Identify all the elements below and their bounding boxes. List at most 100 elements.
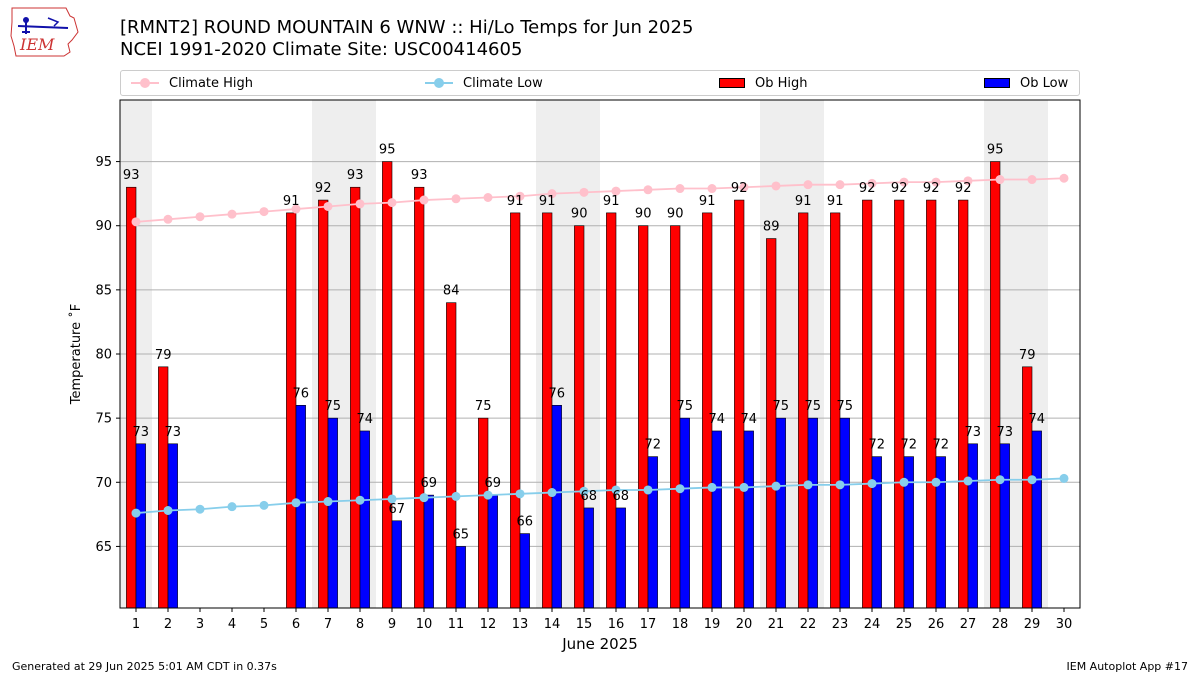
data-label-ob-high-7: 92 [315,181,332,196]
legend-item-climate-low: Climate Low [425,71,543,95]
point-climate-low-24 [867,479,877,489]
point-climate-low-27 [963,476,973,486]
bar-ob-high-27 [958,199,969,609]
bar-ob-high-8 [350,186,361,609]
legend-label-climate-high: Climate High [169,75,254,91]
x-tick-label-24: 24 [864,617,881,632]
point-climate-high-30 [1059,173,1069,183]
x-tick-label-9: 9 [388,617,396,632]
point-climate-low-17 [643,485,653,495]
x-tick-label-4: 4 [228,617,236,632]
point-climate-low-5 [259,500,269,510]
x-tick-label-10: 10 [416,617,433,632]
x-tick-label-17: 17 [640,617,657,632]
data-label-ob-low-2: 73 [165,425,182,440]
x-tick-label-20: 20 [736,617,753,632]
data-label-ob-low-25: 72 [901,438,918,453]
legend-swatch-ob-low [984,78,1010,88]
data-label-ob-low-11: 65 [453,527,470,542]
point-climate-low-26 [931,477,941,487]
data-label-ob-high-19: 91 [699,194,716,209]
point-climate-low-10 [419,493,429,503]
x-tick-label-14: 14 [544,617,561,632]
bar-ob-high-16 [606,212,617,609]
x-tick-label-23: 23 [832,617,849,632]
bar-ob-high-21 [766,238,777,609]
line-climate-low [135,477,1065,514]
bar-ob-high-20 [734,199,745,609]
bar-ob-low-27 [967,443,978,609]
point-climate-high-29 [1027,175,1037,185]
chart-subtitle: NCEI 1991-2020 Climate Site: USC00414605 [120,39,523,60]
data-label-ob-high-24: 92 [859,181,876,196]
bar-ob-low-13 [519,533,530,609]
data-label-ob-low-26: 72 [933,438,950,453]
point-climate-high-22 [803,180,813,190]
data-label-ob-high-23: 91 [827,194,844,209]
bar-ob-high-11 [446,302,457,609]
bar-ob-low-23 [839,417,850,609]
x-tick-label-15: 15 [576,617,593,632]
point-climate-low-3 [195,504,205,514]
point-climate-high-26 [931,177,941,187]
data-label-ob-low-27: 73 [965,425,982,440]
data-label-ob-low-20: 74 [741,412,758,427]
data-label-ob-low-16: 68 [613,489,630,504]
bar-ob-low-21 [775,417,786,609]
bar-ob-high-19 [702,212,713,609]
point-climate-low-4 [227,502,237,512]
data-label-ob-high-11: 84 [443,284,460,299]
data-label-ob-low-19: 74 [709,412,726,427]
bar-ob-low-20 [743,430,754,609]
x-tick-label-28: 28 [992,617,1009,632]
bar-ob-low-2 [167,443,178,609]
point-climate-high-27 [963,176,973,186]
point-climate-high-23 [835,180,845,190]
data-label-ob-low-23: 75 [837,399,854,414]
footer-app-text: IEM Autoplot App #17 [1066,660,1189,673]
point-climate-low-9 [387,494,397,504]
point-climate-low-1 [131,508,141,518]
y-tick-label-80: 80 [95,348,112,363]
point-climate-low-13 [515,489,525,499]
data-label-ob-high-28: 95 [987,143,1004,158]
x-tick-label-11: 11 [448,617,465,632]
data-label-ob-high-17: 90 [635,207,652,222]
data-label-ob-low-22: 75 [805,399,822,414]
point-climate-low-21 [771,481,781,491]
point-climate-high-12 [483,192,493,202]
point-climate-low-28 [995,475,1005,485]
data-label-ob-high-25: 92 [891,181,908,196]
point-climate-low-12 [483,490,493,500]
data-label-ob-low-21: 75 [773,399,790,414]
data-label-ob-high-15: 90 [571,207,588,222]
point-climate-low-30 [1059,473,1069,483]
y-axis-label: Temperature ˚F [68,304,84,405]
legend-label-ob-low: Ob Low [1020,75,1069,91]
data-label-ob-low-14: 76 [549,386,566,401]
data-label-ob-low-28: 73 [997,425,1014,440]
point-climate-high-7 [323,201,333,211]
y-tick-label-75: 75 [95,412,112,427]
legend-item-ob-low: Ob Low [984,71,1068,95]
point-climate-low-22 [803,480,813,490]
bar-ob-high-9 [382,161,393,609]
point-climate-low-11 [451,491,461,501]
data-label-ob-low-13: 66 [517,515,534,530]
data-label-ob-high-8: 93 [347,168,364,183]
x-tick-label-1: 1 [132,617,140,632]
point-climate-low-23 [835,480,845,490]
bar-ob-low-15 [583,507,594,609]
legend-swatch-climate-low [425,78,453,88]
bar-ob-low-12 [487,494,498,609]
point-climate-low-2 [163,506,173,516]
data-label-ob-low-9: 67 [389,502,406,517]
data-label-ob-high-6: 91 [283,194,300,209]
point-climate-high-11 [451,194,461,204]
legend-item-climate-high: Climate High [131,71,253,95]
point-climate-high-18 [675,184,685,194]
chart-title: [RMNT2] ROUND MOUNTAIN 6 WNW :: Hi/Lo Te… [120,17,694,38]
x-tick-label-19: 19 [704,617,721,632]
point-climate-high-24 [867,178,877,188]
data-label-ob-low-10: 69 [421,476,438,491]
